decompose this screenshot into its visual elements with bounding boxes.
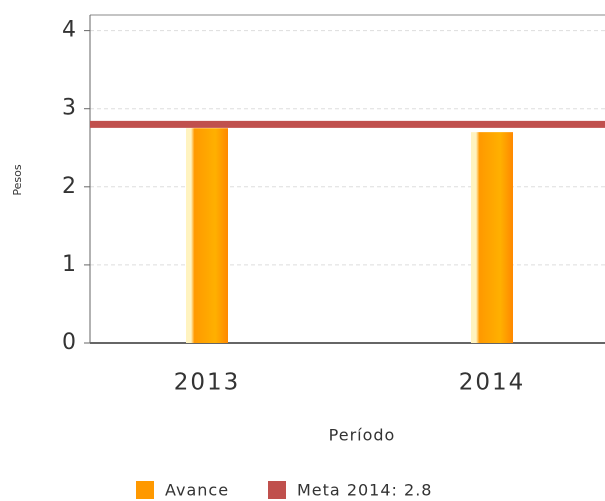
x-tick-label: 2014	[459, 370, 526, 396]
y-tick-label: 4	[62, 18, 76, 43]
bar	[471, 132, 513, 343]
y-tick-label: 0	[62, 330, 76, 355]
x-axis-label: Período	[329, 426, 396, 445]
y-tick-label: 3	[62, 96, 76, 121]
legend-swatch	[268, 481, 286, 499]
legend-label: Meta 2014: 2.8	[297, 481, 432, 500]
y-tick-label: 2	[62, 174, 76, 199]
bar	[186, 128, 228, 343]
x-tick-label: 2013	[174, 370, 241, 396]
y-axis-label: Pesos	[11, 164, 24, 195]
legend-swatch	[136, 481, 154, 499]
y-tick-label: 1	[62, 252, 76, 277]
legend-label: Avance	[165, 481, 229, 500]
